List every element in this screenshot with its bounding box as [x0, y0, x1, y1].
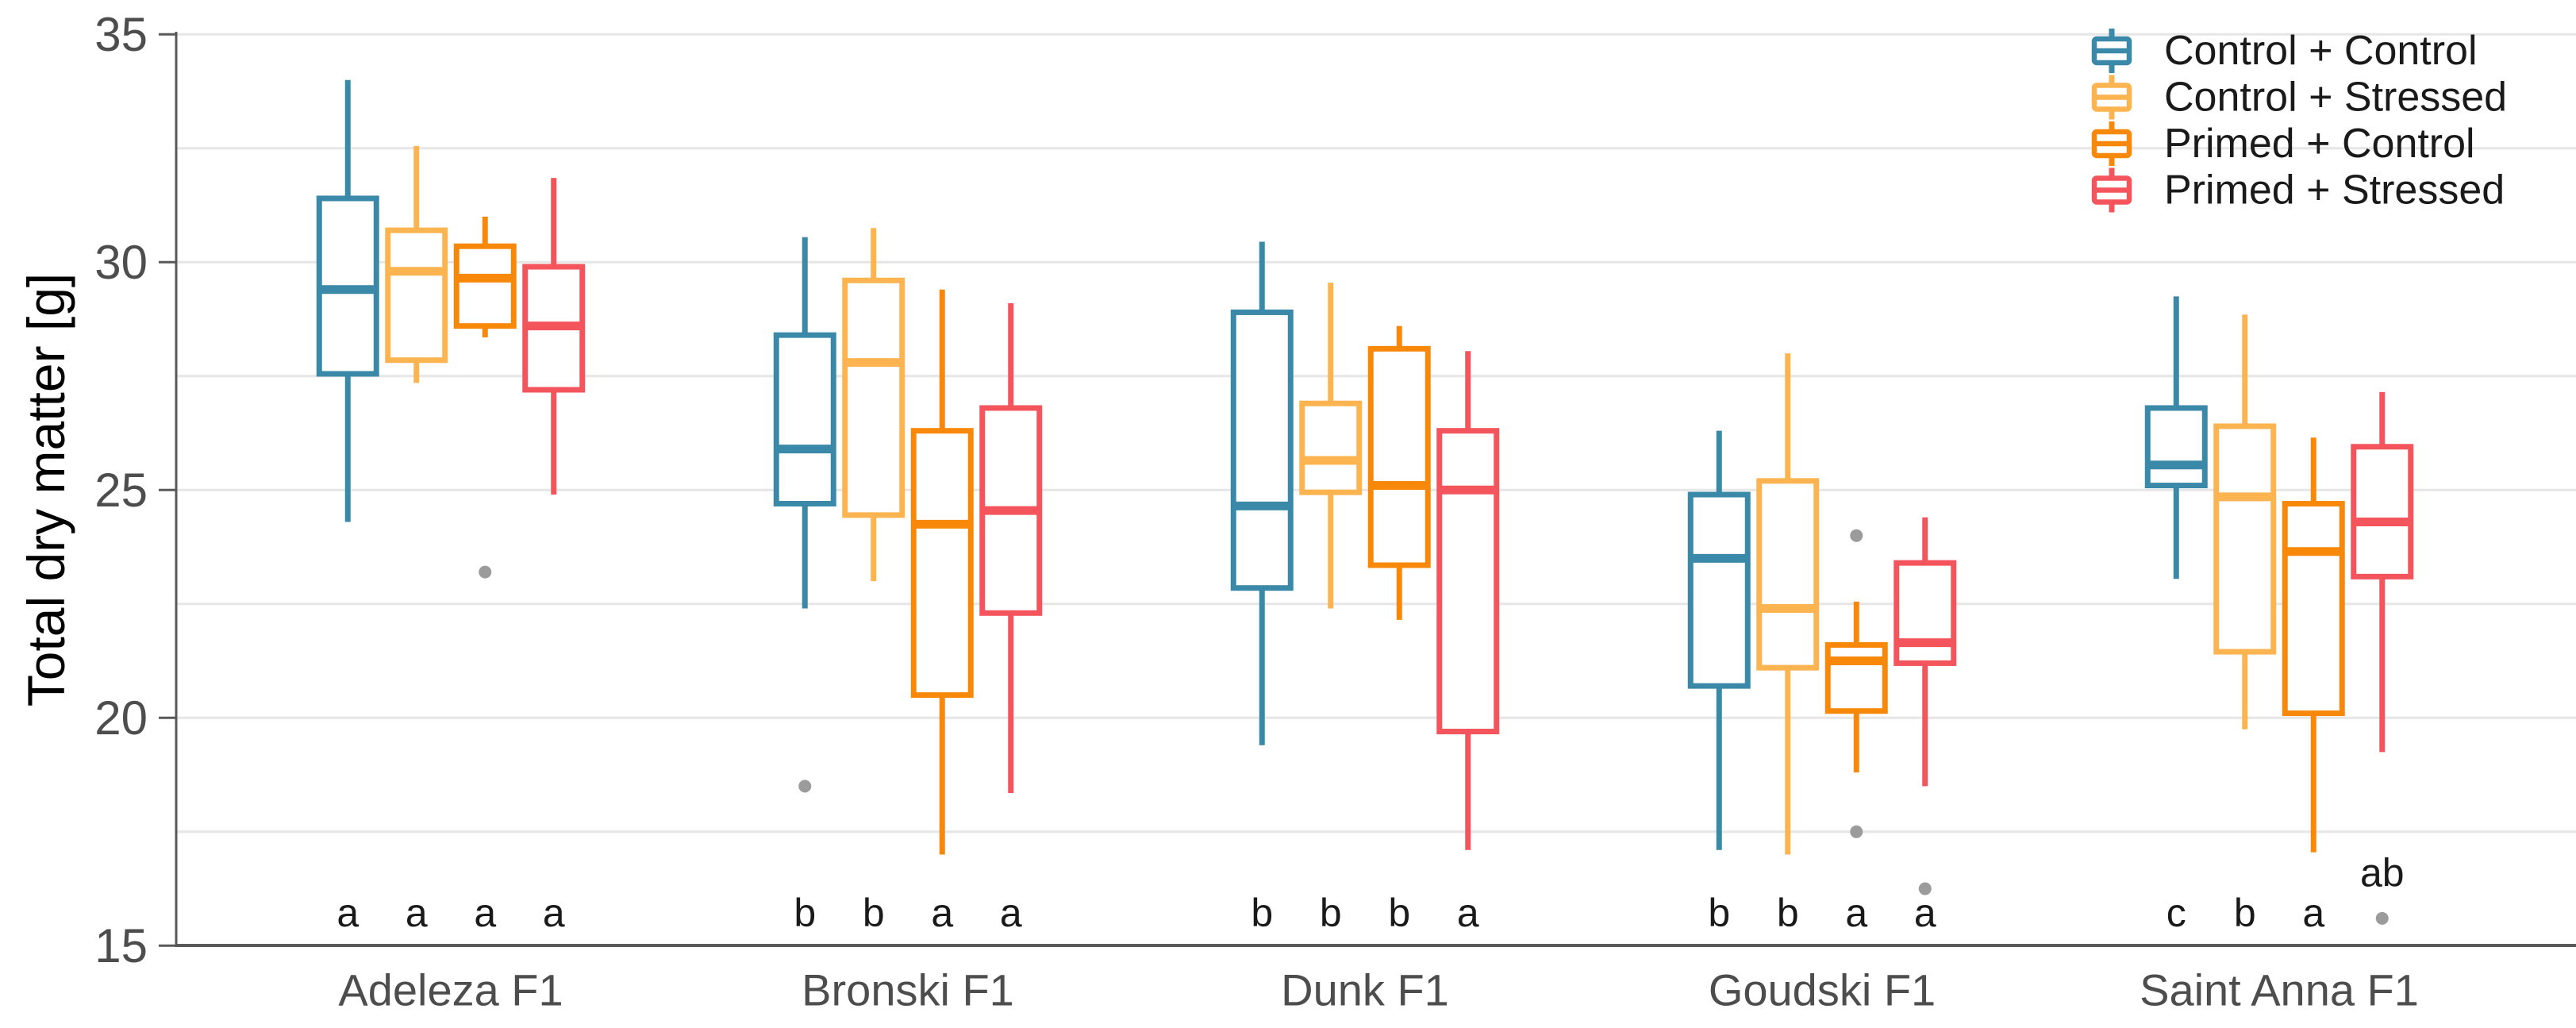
boxplot-saint-anna-f1-s3: ab [2351, 391, 2414, 925]
outlier-point [1850, 529, 1863, 542]
boxplot-dunk-f1-s2: b [1367, 325, 1431, 935]
legend-item: Primed + Control [2091, 121, 2475, 167]
box-iqr [1894, 560, 1957, 666]
significance-letter: b [2234, 891, 2256, 935]
y-tick-label: 15 [94, 919, 148, 972]
box-iqr [1436, 428, 1500, 735]
boxplot-adeleza-f1-s1: a [385, 145, 448, 935]
outlier-point [479, 565, 492, 579]
box-iqr [1230, 309, 1294, 591]
legend-key-boxplot-icon [2091, 121, 2132, 166]
boxplot-goudski-f1-s2: a [1824, 529, 1888, 935]
boxplot-adeleza-f1-s3: a [522, 178, 586, 935]
significance-letter: a [336, 891, 359, 935]
box-iqr [453, 243, 517, 329]
boxplot-saint-anna-f1-s2: a [2282, 437, 2345, 935]
significance-letter: c [2167, 891, 2186, 935]
legend-item: Control + Control [2091, 28, 2478, 74]
category-label: Adeleza F1 [338, 965, 563, 1015]
significance-letter: a [931, 891, 953, 935]
box-iqr [1299, 400, 1363, 495]
y-tick-label: 35 [94, 8, 148, 61]
category-label: Dunk F1 [1281, 965, 1449, 1015]
significance-letter: a [1914, 891, 1936, 935]
boxplot-goudski-f1-s0: b [1687, 430, 1751, 935]
legend-item-label: Control + Stressed [2164, 75, 2507, 121]
box-iqr [2144, 405, 2208, 489]
box-iqr [385, 227, 448, 364]
significance-letter: b [863, 891, 885, 935]
outlier-point [2375, 911, 2389, 925]
significance-letter: a [1000, 891, 1022, 935]
category-label: Bronski F1 [802, 965, 1014, 1015]
box-iqr [910, 428, 974, 699]
significance-letter: b [1708, 891, 1730, 935]
boxplot-bronski-f1-s3: a [979, 302, 1043, 935]
boxplot-bronski-f1-s1: b [842, 228, 905, 935]
legend-key-boxplot-icon [2091, 75, 2132, 120]
significance-letter: a [1845, 891, 1867, 935]
significance-letter: ab [2360, 850, 2405, 895]
legend-key-boxplot-icon [2091, 29, 2132, 73]
significance-letter: b [1320, 891, 1342, 935]
legend-item-label: Primed + Stressed [2164, 167, 2505, 214]
y-tick-label: 25 [94, 464, 148, 517]
significance-letter: a [543, 891, 565, 935]
box-iqr [1824, 641, 1888, 714]
y-tick-label: 20 [94, 691, 148, 745]
boxplot-bronski-f1-s2: a [910, 289, 974, 935]
box-iqr [2351, 444, 2414, 579]
outlier-point [1918, 882, 1932, 895]
legend-item-label: Primed + Control [2164, 121, 2475, 167]
outlier-point [798, 780, 812, 793]
box-iqr [2282, 501, 2345, 717]
boxplot-dunk-f1-s3: a [1436, 351, 1500, 935]
category-label: Goudski F1 [1709, 965, 1936, 1015]
legend-item: Control + Stressed [2091, 75, 2507, 121]
box-iqr [842, 277, 905, 518]
boxplot-saint-anna-f1-s1: b [2213, 314, 2277, 935]
boxplot-dunk-f1-s1: b [1299, 283, 1363, 935]
boxplot-goudski-f1-s1: b [1756, 353, 1820, 935]
y-tick-label: 30 [94, 236, 148, 289]
box-iqr [773, 332, 836, 507]
significance-letter: b [1251, 891, 1273, 935]
significance-letter: b [1388, 891, 1410, 935]
category-label: Saint Anna F1 [2140, 965, 2419, 1015]
boxplot-adeleza-f1-s2: a [453, 216, 517, 935]
significance-letter: a [474, 891, 496, 935]
legend-key-boxplot-icon [2091, 167, 2132, 213]
significance-letter: a [1457, 891, 1479, 935]
boxplot-goudski-f1-s3: a [1894, 517, 1957, 935]
box-iqr [2213, 423, 2277, 655]
boxplot-bronski-f1-s0: b [773, 237, 836, 935]
boxplot-adeleza-f1-s0: a [316, 79, 379, 935]
legend-item: Primed + Stressed [2091, 167, 2505, 214]
y-axis-title: Total dry matter [g] [17, 273, 75, 707]
boxplot-dunk-f1-s0: b [1230, 241, 1294, 935]
boxplot-saint-anna-f1-s0: c [2144, 296, 2208, 935]
box-iqr [1687, 491, 1751, 689]
significance-letter: b [794, 891, 816, 935]
legend-item-label: Control + Control [2164, 28, 2478, 74]
significance-letter: a [2302, 891, 2324, 935]
outlier-point [1850, 825, 1863, 838]
box-iqr [1367, 345, 1431, 568]
significance-letter: a [406, 891, 428, 935]
box-iqr [1756, 478, 1820, 671]
significance-letter: b [1777, 891, 1799, 935]
